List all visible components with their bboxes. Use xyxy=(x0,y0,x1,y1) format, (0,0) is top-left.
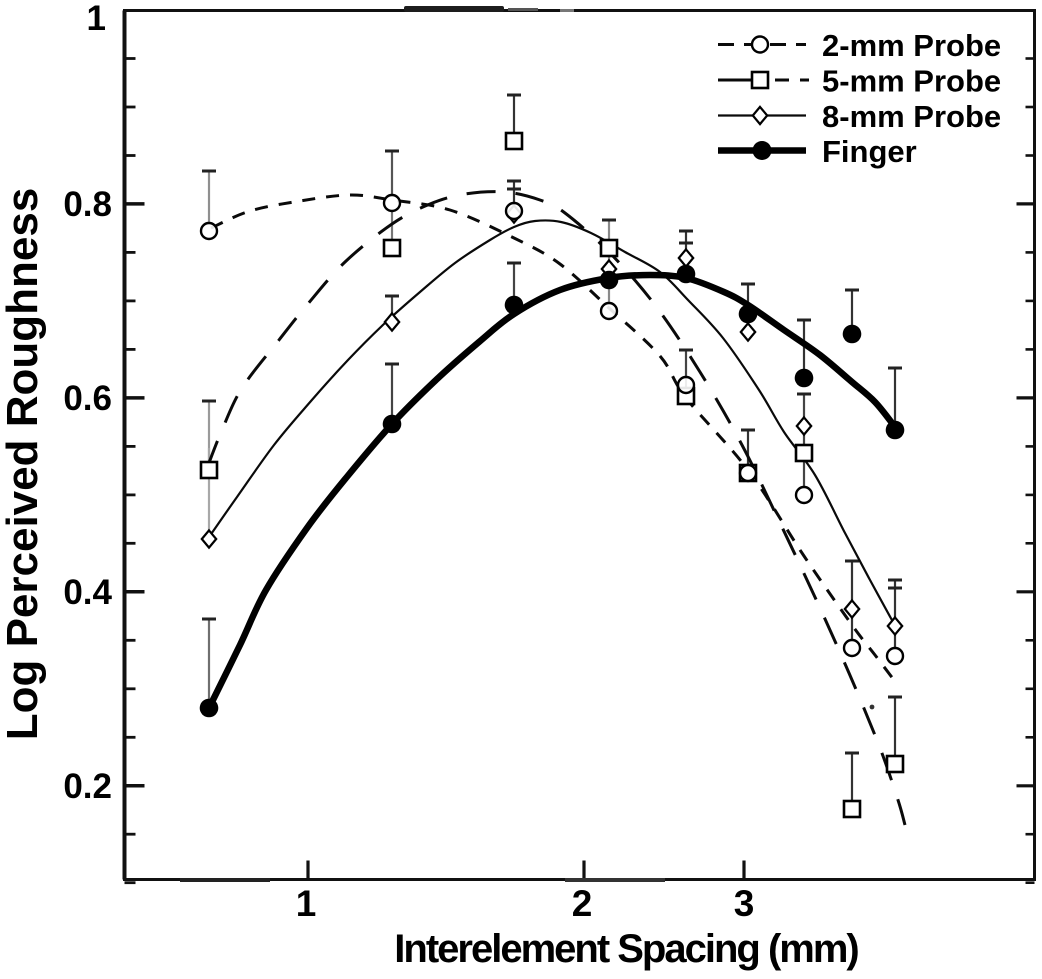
svg-text:8-mm Probe: 8-mm Probe xyxy=(822,99,1001,134)
svg-text:0.6: 0.6 xyxy=(63,379,112,418)
svg-text:0.4: 0.4 xyxy=(63,573,112,612)
svg-text:2-mm Probe: 2-mm Probe xyxy=(822,28,1001,63)
svg-text:0.2: 0.2 xyxy=(63,767,112,806)
svg-text:5-mm Probe: 5-mm Probe xyxy=(822,64,1001,99)
svg-text:1: 1 xyxy=(296,883,317,924)
svg-text:1: 1 xyxy=(87,0,106,38)
svg-text:Log Perceived Roughness: Log Perceived Roughness xyxy=(0,188,47,741)
svg-text:0.8: 0.8 xyxy=(63,185,112,224)
svg-text:3: 3 xyxy=(734,883,755,924)
svg-text:2: 2 xyxy=(572,883,593,924)
svg-text:Finger: Finger xyxy=(822,134,917,169)
svg-text:Interelement Spacing (mm): Interelement Spacing (mm) xyxy=(394,927,858,971)
